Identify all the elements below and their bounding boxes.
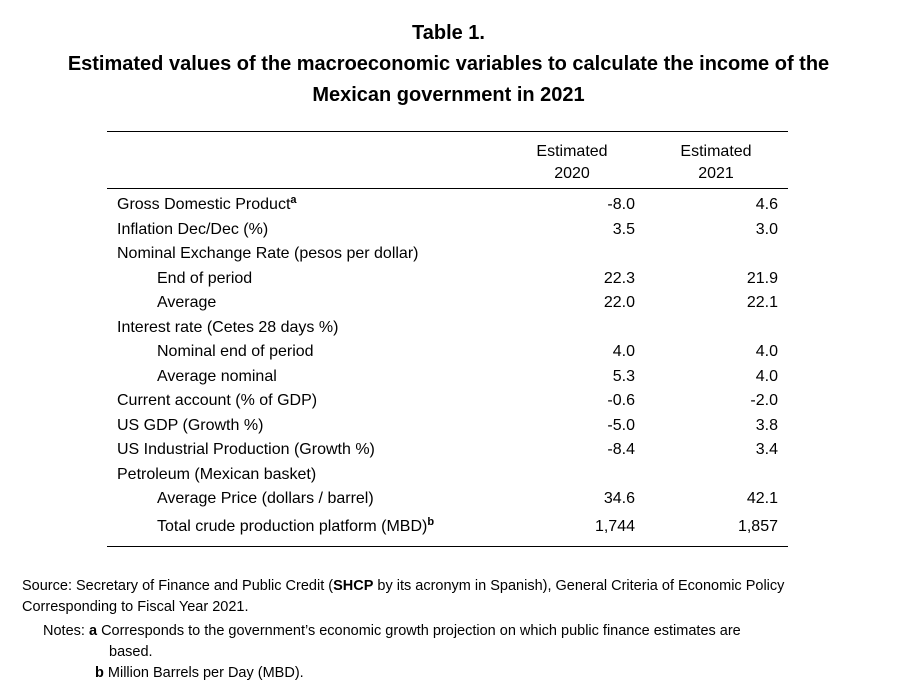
row-label: Nominal end of period bbox=[157, 343, 314, 360]
row-label: Average bbox=[157, 294, 217, 311]
value-2020: 22.3 bbox=[603, 269, 635, 287]
footnote-a-text: Corresponds to the government’s economic… bbox=[101, 623, 741, 639]
top-rule bbox=[107, 131, 788, 132]
value-2020: 5.3 bbox=[612, 367, 635, 385]
value-2021: 21.9 bbox=[746, 269, 778, 287]
source-note: Source: Secretary of Finance and Public … bbox=[22, 578, 785, 615]
value-2021: 3.0 bbox=[755, 220, 778, 238]
value-2020: -0.6 bbox=[607, 392, 635, 409]
table-row: Nominal Exchange Rate (pesos per dollar) bbox=[107, 242, 788, 267]
row-label: Interest rate (Cetes 28 days %) bbox=[117, 318, 339, 336]
row-label: Average nominal bbox=[157, 367, 277, 385]
value-2020: 3.5 bbox=[612, 220, 635, 238]
row-label: Gross Domestic Producta bbox=[117, 194, 297, 214]
table-row: US Industrial Production (Growth %) -8.4… bbox=[107, 438, 788, 463]
value-2020: 22.0 bbox=[603, 294, 635, 311]
footnote-a-continued: based. bbox=[109, 644, 153, 660]
column-header-2021: Estimated 2021 bbox=[680, 143, 752, 182]
table-row: End of period 22.3 21.9 bbox=[107, 267, 788, 292]
footnote-a: Notes: a Corresponds to the government’s… bbox=[43, 621, 873, 642]
row-label: Current account (% of GDP) bbox=[117, 392, 318, 409]
row-label: Average Price (dollars / barrel) bbox=[157, 490, 374, 507]
bottom-rule bbox=[107, 545, 788, 547]
table-row: Average Price (dollars / barrel) 34.6 42… bbox=[107, 487, 788, 512]
value-2020: 1,744 bbox=[594, 517, 635, 535]
table-number: Table 1. bbox=[412, 22, 485, 44]
table-row: Inflation Dec/Dec (%) 3.5 3.0 bbox=[107, 218, 788, 243]
value-2020: -8.0 bbox=[607, 196, 635, 213]
column-header-2020: Estimated 2020 bbox=[536, 143, 608, 182]
footnote-b-key: b bbox=[95, 665, 104, 681]
value-2021: 1,857 bbox=[737, 517, 778, 535]
value-2021: 4.0 bbox=[755, 367, 778, 385]
row-label: Nominal Exchange Rate (pesos per dollar) bbox=[117, 245, 419, 262]
notes-label: Notes: bbox=[43, 623, 85, 639]
table-caption-line-1: Estimated values of the macroeconomic va… bbox=[67, 53, 830, 75]
row-label: End of period bbox=[157, 269, 253, 287]
table-row: Average nominal 5.3 4.0 bbox=[107, 365, 788, 390]
table-row: Current account (% of GDP) -0.6 -2.0 bbox=[107, 389, 788, 414]
value-2021: 42.1 bbox=[746, 490, 778, 507]
header-rule bbox=[107, 188, 788, 189]
row-label: Petroleum (Mexican basket) bbox=[117, 465, 317, 483]
table-title: Table 1. Estimated values of the macroec… bbox=[0, 18, 897, 111]
row-label: US GDP (Growth %) bbox=[117, 416, 264, 434]
macro-table: Estimated 2020 Estimated 2021 Gross Dome… bbox=[107, 131, 788, 547]
footnote-marker: a bbox=[290, 194, 297, 206]
footnote-b-text: Million Barrels per Day (MBD). bbox=[107, 665, 304, 681]
table-row: US GDP (Growth %) -5.0 3.8 bbox=[107, 414, 788, 439]
table-row: Gross Domestic Producta -8.0 4.6 bbox=[107, 193, 788, 218]
table-row: Interest rate (Cetes 28 days %) bbox=[107, 316, 788, 341]
value-2020: 34.6 bbox=[603, 490, 635, 507]
footnote-b: b Million Barrels per Day (MBD). bbox=[43, 663, 873, 684]
value-2021: 3.4 bbox=[755, 441, 778, 458]
value-2021: 3.8 bbox=[755, 416, 778, 434]
table-body: Gross Domestic Producta -8.0 4.6 Inflati… bbox=[107, 189, 788, 546]
table-row: Total crude production platform (MBD)b 1… bbox=[107, 512, 788, 542]
footnote-a-key: a bbox=[88, 623, 98, 639]
table-row: Average 22.0 22.1 bbox=[107, 291, 788, 316]
table-header: Estimated 2020 Estimated 2021 bbox=[107, 132, 788, 188]
footnotes: Notes: a Corresponds to the government’s… bbox=[43, 621, 873, 684]
footnote-marker: b bbox=[427, 515, 435, 528]
value-2020: 4.0 bbox=[612, 343, 635, 360]
row-label: US Industrial Production (Growth %) bbox=[117, 441, 375, 458]
row-label: Inflation Dec/Dec (%) bbox=[117, 220, 269, 238]
row-label: Total crude production platform (MBD)b bbox=[157, 515, 435, 535]
value-2020: -8.4 bbox=[607, 441, 635, 458]
value-2021: 4.6 bbox=[755, 196, 778, 213]
source-acronym: SHCP bbox=[333, 578, 374, 594]
table-row: Petroleum (Mexican basket) bbox=[107, 463, 788, 488]
value-2020: -5.0 bbox=[607, 416, 635, 434]
value-2021: -2.0 bbox=[750, 392, 778, 409]
table-caption-line-2: Mexican government in 2021 bbox=[312, 84, 585, 106]
table-row: Nominal end of period 4.0 4.0 bbox=[107, 340, 788, 365]
value-2021: 22.1 bbox=[746, 294, 778, 311]
value-2021: 4.0 bbox=[755, 343, 778, 360]
